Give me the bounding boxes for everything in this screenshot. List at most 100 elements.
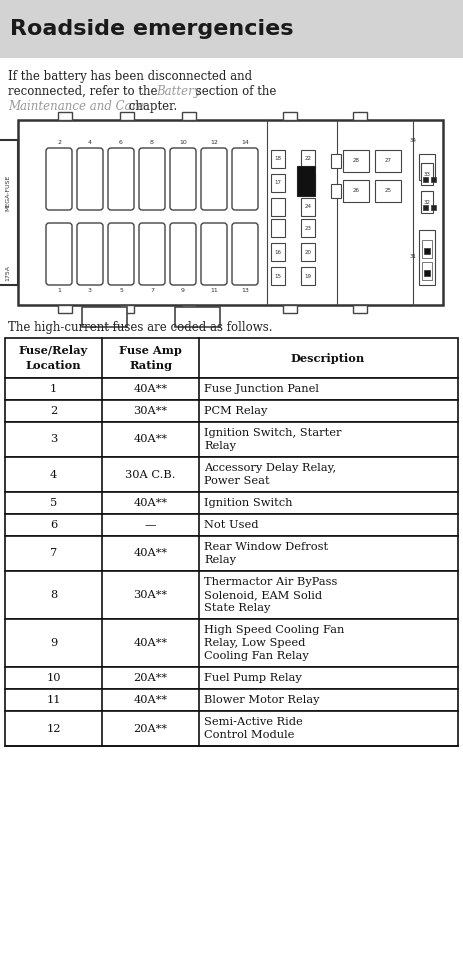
Text: 2: 2 <box>50 406 57 416</box>
FancyBboxPatch shape <box>170 148 196 210</box>
Text: 20A**: 20A** <box>133 673 168 683</box>
Text: 14: 14 <box>241 140 249 145</box>
Text: 32: 32 <box>424 199 431 204</box>
Text: 19: 19 <box>305 274 312 279</box>
Bar <box>82 307 127 327</box>
Bar <box>5 619 458 667</box>
Bar <box>5 689 458 711</box>
Text: 7: 7 <box>150 288 154 293</box>
Bar <box>182 305 196 313</box>
Bar <box>423 177 428 182</box>
Text: Relay: Relay <box>204 555 236 565</box>
Bar <box>301 198 315 216</box>
FancyBboxPatch shape <box>108 223 134 285</box>
Bar <box>0 140 18 285</box>
Bar <box>424 270 430 276</box>
Bar <box>5 457 458 492</box>
Text: State Relay: State Relay <box>204 603 270 613</box>
Text: 9: 9 <box>181 288 185 293</box>
Bar <box>58 112 72 120</box>
FancyBboxPatch shape <box>77 223 103 285</box>
Text: 9: 9 <box>50 638 57 648</box>
Bar <box>271 150 285 168</box>
Bar <box>283 305 297 313</box>
Text: Fuse/Relay
Location: Fuse/Relay Location <box>19 346 88 371</box>
Text: 30A C.B.: 30A C.B. <box>125 469 176 479</box>
Text: 40A**: 40A** <box>133 638 168 648</box>
Text: 7: 7 <box>50 549 57 559</box>
Text: 11: 11 <box>46 695 61 705</box>
Text: 1: 1 <box>50 384 57 394</box>
Bar <box>5 514 458 536</box>
Text: 40A**: 40A** <box>133 435 168 444</box>
Text: Solenoid, EAM Solid: Solenoid, EAM Solid <box>204 590 322 600</box>
Text: 40A**: 40A** <box>133 695 168 705</box>
Text: 6: 6 <box>119 140 123 145</box>
FancyBboxPatch shape <box>46 148 72 210</box>
Text: 2: 2 <box>57 140 61 145</box>
Text: The high-current fuses are coded as follows.: The high-current fuses are coded as foll… <box>8 321 273 334</box>
Bar <box>422 240 432 258</box>
Text: 17: 17 <box>275 180 282 186</box>
Bar <box>0 0 463 58</box>
Bar <box>5 338 458 378</box>
Text: 16: 16 <box>275 250 282 255</box>
FancyBboxPatch shape <box>46 223 72 285</box>
Bar <box>301 219 315 237</box>
Bar <box>301 267 315 285</box>
Text: 25: 25 <box>384 189 392 194</box>
Text: 18: 18 <box>275 157 282 162</box>
Bar <box>331 154 341 168</box>
Bar <box>353 112 367 120</box>
Text: MEGA-FUSE: MEGA-FUSE <box>6 174 11 211</box>
Text: 26: 26 <box>352 189 359 194</box>
Text: Ignition Switch: Ignition Switch <box>204 498 293 508</box>
Bar <box>271 198 285 216</box>
Text: 24: 24 <box>305 204 312 209</box>
Text: Power Seat: Power Seat <box>204 476 269 486</box>
Text: Rear Window Defrost: Rear Window Defrost <box>204 542 328 552</box>
Bar <box>375 150 401 172</box>
Bar <box>5 378 458 400</box>
Bar <box>120 112 134 120</box>
Text: Not Used: Not Used <box>204 520 258 530</box>
Bar <box>5 571 458 619</box>
Text: chapter.: chapter. <box>125 100 177 113</box>
Text: reconnected, refer to the: reconnected, refer to the <box>8 85 161 98</box>
Bar <box>331 184 341 198</box>
Bar <box>58 305 72 313</box>
Text: PCM Relay: PCM Relay <box>204 406 267 416</box>
Text: Relay, Low Speed: Relay, Low Speed <box>204 638 306 648</box>
Bar <box>431 205 436 210</box>
Bar <box>431 177 436 182</box>
Text: 8: 8 <box>150 140 154 145</box>
Bar <box>271 267 285 285</box>
Text: —: — <box>145 520 156 530</box>
Text: Maintenance and Care: Maintenance and Care <box>8 100 144 113</box>
Text: 5: 5 <box>50 498 57 508</box>
Text: 12: 12 <box>210 140 218 145</box>
Bar <box>375 180 401 202</box>
Text: Fuel Pump Relay: Fuel Pump Relay <box>204 673 302 683</box>
Text: 175A: 175A <box>6 265 11 281</box>
Bar <box>422 262 432 280</box>
Bar <box>5 400 458 422</box>
Text: 30A**: 30A** <box>133 590 168 600</box>
Text: 23: 23 <box>305 226 312 230</box>
Text: 31: 31 <box>409 255 417 259</box>
Bar <box>5 711 458 746</box>
Bar <box>301 150 315 168</box>
Text: 28: 28 <box>352 159 359 164</box>
Text: If the battery has been disconnected and: If the battery has been disconnected and <box>8 70 252 83</box>
Text: 4: 4 <box>50 469 57 479</box>
Bar <box>182 112 196 120</box>
Text: 22: 22 <box>305 157 312 162</box>
Bar <box>283 112 297 120</box>
Bar <box>301 243 315 261</box>
Text: 12: 12 <box>46 723 61 734</box>
Bar <box>175 307 220 327</box>
Text: Cooling Fan Relay: Cooling Fan Relay <box>204 651 309 661</box>
Bar <box>271 174 285 192</box>
Text: 10: 10 <box>46 673 61 683</box>
Text: High Speed Cooling Fan: High Speed Cooling Fan <box>204 625 344 635</box>
